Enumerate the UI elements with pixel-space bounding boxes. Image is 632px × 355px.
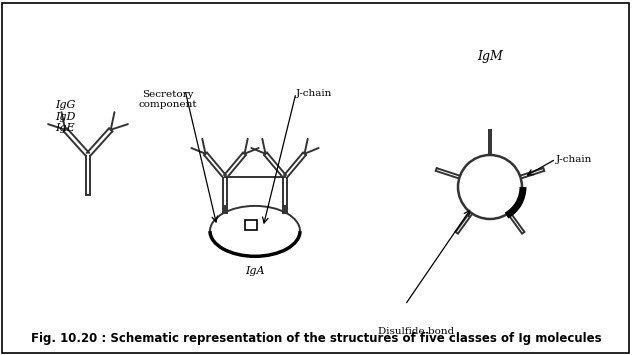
Circle shape [458, 155, 522, 219]
Text: IgA: IgA [245, 266, 265, 276]
Text: J-chain: J-chain [296, 88, 332, 98]
Text: J-chain: J-chain [556, 154, 592, 164]
Text: Fig. 10.20 : Schematic representation of the structures of five classes of Ig mo: Fig. 10.20 : Schematic representation of… [31, 332, 601, 345]
Text: Secretory
component: Secretory component [138, 90, 197, 109]
Text: IgM: IgM [477, 50, 503, 63]
Text: IgG
IgD
IgE: IgG IgD IgE [55, 100, 75, 133]
FancyBboxPatch shape [245, 220, 257, 230]
Text: Disulfide bond: Disulfide bond [378, 327, 454, 336]
